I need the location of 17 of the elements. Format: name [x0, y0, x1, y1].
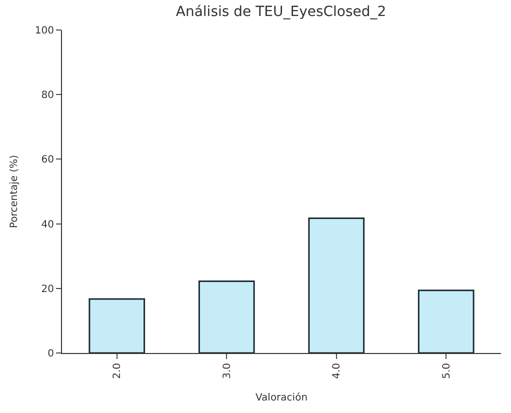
y-tick-label: 60 — [41, 154, 54, 166]
y-axis-title: Porcentaje (%) — [8, 154, 20, 228]
y-tick-label: 100 — [34, 26, 54, 36]
x-tick-label: 2.0 — [112, 363, 124, 379]
y-tick-label: 80 — [41, 90, 54, 102]
y-tick-label: 40 — [41, 219, 54, 230]
bar — [308, 218, 365, 353]
x-axis-title: Valoración — [255, 392, 308, 404]
x-tick-label: 4.0 — [332, 363, 343, 379]
y-tick-label: 0 — [48, 348, 54, 360]
bar — [418, 290, 474, 353]
bar — [88, 298, 146, 353]
x-tick-label: 3.0 — [222, 363, 233, 379]
x-tick-label: 5.0 — [441, 363, 452, 379]
bar — [198, 280, 255, 353]
chart-title: Análisis de TEU_EyesClosed_2 — [176, 4, 386, 20]
y-tick-label: 20 — [41, 284, 54, 295]
